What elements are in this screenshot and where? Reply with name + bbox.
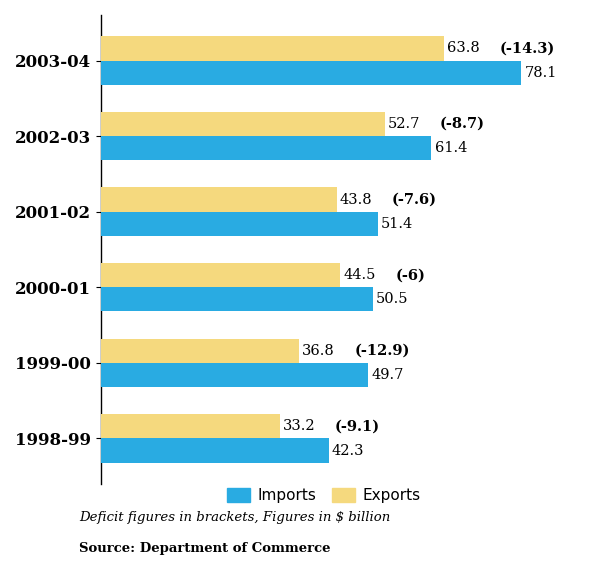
- Text: 51.4: 51.4: [381, 217, 413, 231]
- Bar: [101, 211, 378, 236]
- Text: 50.5: 50.5: [376, 293, 408, 306]
- Text: 33.2: 33.2: [283, 420, 315, 433]
- Bar: [101, 414, 280, 438]
- Bar: [101, 363, 368, 387]
- Bar: [101, 61, 521, 84]
- Bar: [101, 36, 444, 61]
- Text: 63.8: 63.8: [447, 41, 480, 56]
- Text: 61.4: 61.4: [434, 141, 467, 155]
- Text: 36.8: 36.8: [302, 344, 335, 358]
- Text: 78.1: 78.1: [524, 66, 557, 79]
- Text: 52.7: 52.7: [388, 117, 420, 131]
- Bar: [101, 188, 337, 211]
- Text: 44.5: 44.5: [343, 268, 376, 282]
- Text: (-12.9): (-12.9): [354, 344, 410, 358]
- Bar: [101, 438, 329, 463]
- Text: 49.7: 49.7: [371, 368, 404, 382]
- Bar: [101, 112, 384, 136]
- Text: 43.8: 43.8: [340, 193, 373, 206]
- Text: Deficit figures in brackets, Figures in $ billion: Deficit figures in brackets, Figures in …: [79, 511, 390, 524]
- Title: Trade Deficits During NDA Government,
1998-99 To 2003-04: Trade Deficits During NDA Government, 19…: [82, 0, 611, 3]
- Bar: [101, 287, 373, 311]
- Text: (-8.7): (-8.7): [440, 117, 485, 131]
- Text: 42.3: 42.3: [332, 443, 364, 458]
- Text: (-9.1): (-9.1): [335, 420, 380, 433]
- Text: Source: Department of Commerce: Source: Department of Commerce: [79, 541, 331, 555]
- Bar: [101, 338, 299, 363]
- Text: (-7.6): (-7.6): [392, 193, 437, 206]
- Bar: [101, 263, 340, 287]
- Legend: Imports, Exports: Imports, Exports: [221, 482, 426, 509]
- Text: (-14.3): (-14.3): [500, 41, 555, 56]
- Bar: [101, 136, 431, 160]
- Text: (-6): (-6): [396, 268, 426, 282]
